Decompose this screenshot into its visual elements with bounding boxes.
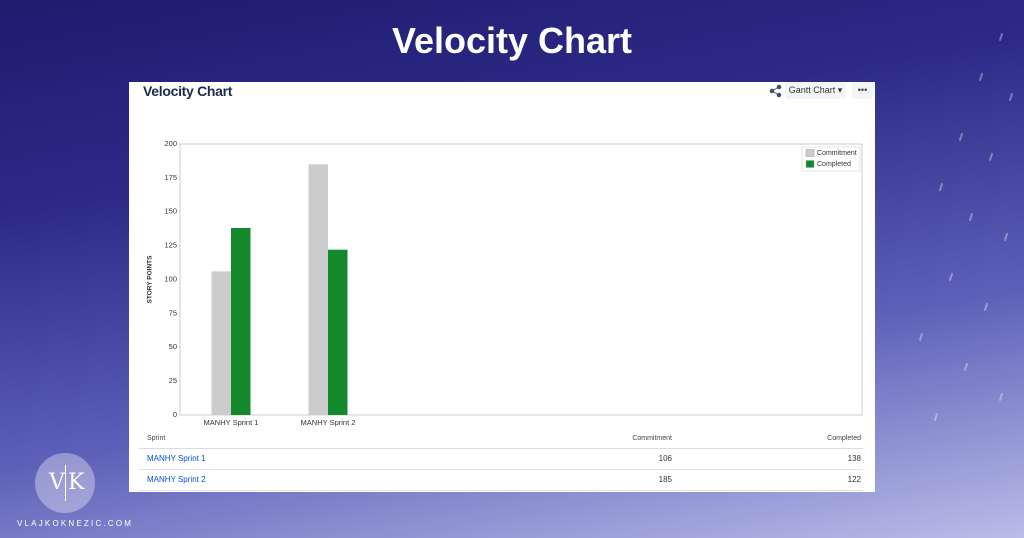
y-tick-label: 125: [164, 241, 177, 250]
table-cell: 122: [847, 475, 861, 484]
logo-right: K: [68, 470, 85, 495]
y-tick-label: 0: [173, 410, 177, 419]
column-header: Completed: [827, 435, 861, 442]
y-tick-label: 150: [164, 207, 177, 216]
y-tick-label: 50: [169, 342, 177, 351]
share-icon[interactable]: [769, 84, 783, 98]
legend-swatch: [805, 149, 815, 157]
bar: [231, 228, 251, 415]
table-cell: 185: [658, 475, 672, 484]
table-cell: 106: [658, 454, 672, 463]
x-tick-label: MANHY Sprint 2: [301, 418, 356, 427]
column-header: Commitment: [632, 435, 672, 442]
legend-label: Completed: [817, 161, 851, 168]
y-tick-label: 75: [169, 308, 177, 317]
decor-dots: [919, 33, 1013, 421]
banner-title: Velocity Chart: [391, 20, 633, 61]
plot-border: [179, 143, 863, 416]
panel-title: Velocity Chart: [143, 83, 233, 99]
legend-label: Commitment: [817, 150, 857, 157]
footer: VLAJKOKNEZIC.COM: [17, 519, 134, 528]
y-tick-label: 25: [169, 376, 177, 385]
logo: V K: [35, 453, 95, 513]
x-tick-label: MANHY Sprint 1: [204, 418, 259, 427]
bar: [308, 164, 328, 415]
logo-left: V: [49, 470, 65, 495]
legend-swatch: [805, 160, 815, 168]
row-divider: [139, 469, 863, 470]
column-header: Sprint: [147, 435, 166, 442]
y-axis-label: STORY POINTS: [147, 255, 154, 304]
y-tick-label: 175: [164, 173, 177, 182]
y-tick-label: 200: [164, 139, 177, 148]
bar: [328, 249, 348, 415]
sprint-link[interactable]: MANHY Sprint 2: [147, 475, 206, 484]
chart: STORY POINTS 0 25 50 75 100 125 150 175 200 MANHY …: [147, 139, 863, 427]
y-tick-label: 100: [164, 274, 177, 283]
table-cell: 138: [847, 454, 861, 463]
view-button-label: Gantt Chart: [788, 85, 836, 95]
sprint-link[interactable]: MANHY Sprint 1: [147, 454, 206, 463]
row-divider: [139, 490, 863, 491]
header-divider: [139, 448, 863, 449]
panel: Velocity Chart Gantt Chart ▾ ••• STORY P…: [129, 82, 875, 492]
more-button[interactable]: •••: [852, 82, 873, 99]
logo-divider: [65, 465, 66, 501]
view-button[interactable]: Gantt Chart ▾: [785, 82, 846, 99]
bar: [211, 271, 231, 415]
